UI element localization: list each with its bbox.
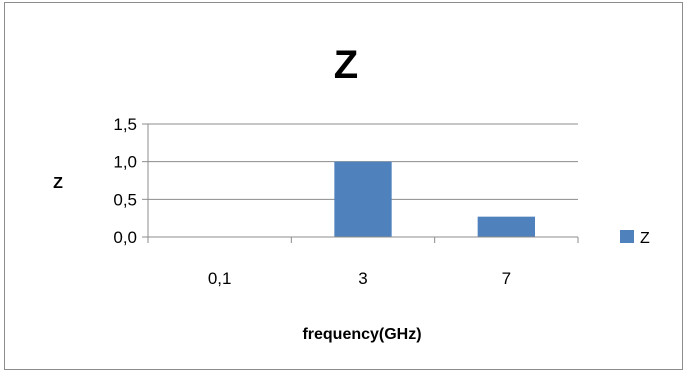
legend-label: Z (640, 230, 650, 247)
y-tick-label: 1,5 (113, 115, 137, 134)
x-tick-label: 3 (358, 269, 367, 288)
y-tick-label: 0,0 (113, 228, 137, 247)
bars (334, 161, 535, 237)
chart-title: Z (334, 43, 358, 87)
y-axis-title: Z (53, 175, 63, 192)
x-tick-label: 0,1 (208, 269, 232, 288)
x-axis-title: frequency(GHz) (302, 326, 421, 343)
y-tick-label: 1,0 (113, 153, 137, 172)
bar (477, 216, 535, 237)
axes: 0,0 0,5 1,0 1,5 0,1 3 7 (113, 115, 579, 288)
bar (334, 161, 392, 237)
legend: Z (620, 230, 650, 247)
y-tick-label: 0,5 (113, 190, 137, 209)
legend-swatch (620, 230, 634, 243)
x-tick-label: 7 (502, 269, 511, 288)
